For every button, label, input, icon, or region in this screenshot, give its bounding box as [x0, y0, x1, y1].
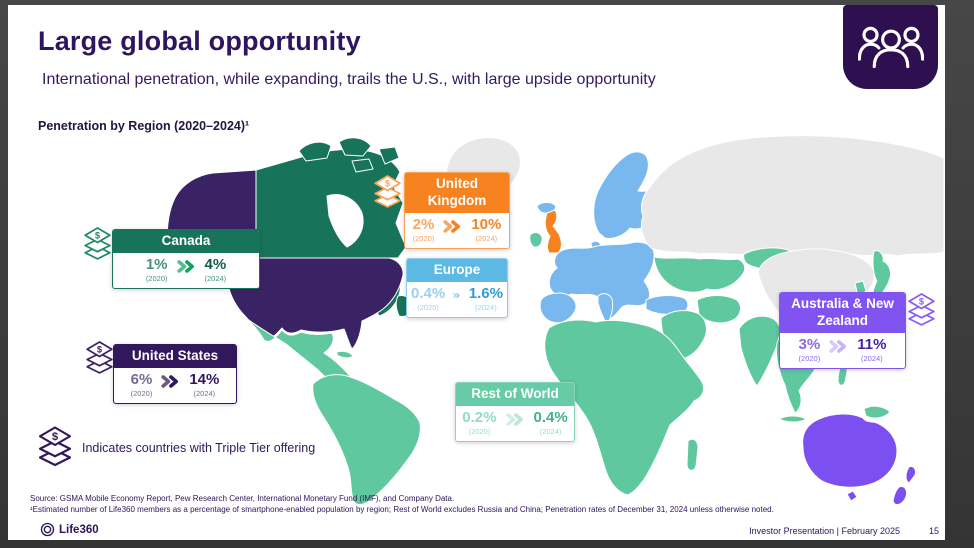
region-arctic-island [378, 146, 400, 165]
page-number: 15 [929, 526, 940, 536]
value-2020: 0.2% [462, 408, 497, 426]
triple-tier-icon: $ [84, 227, 111, 260]
callout-body: 0.4% (2020) 1.6% (2024) [407, 282, 507, 317]
year-2020-label: (2020) [468, 426, 491, 436]
legend-label: Indicates countries with Triple Tier off… [82, 441, 316, 455]
value-2020: 6% [130, 370, 153, 388]
callout-header: United States [114, 345, 236, 368]
value-2024: 4% [204, 255, 227, 273]
value-2024: 14% [189, 370, 220, 388]
triple-tier-icon: $ [374, 175, 401, 208]
value-2024: 10% [471, 215, 502, 233]
callout-body: 3% (2020) 11% (2024) [780, 333, 905, 368]
region-cuba [336, 350, 354, 359]
value-2024: 0.4% [533, 408, 568, 426]
value-2020: 1% [145, 255, 168, 273]
life360-logo-mark [40, 522, 55, 537]
year-2024-label: (2024) [860, 353, 883, 363]
value-2024: 11% [857, 335, 887, 353]
callout-header: Europe [407, 259, 507, 282]
subtitle: International penetration, while expandi… [42, 71, 656, 88]
year-2020-label: (2020) [798, 353, 821, 363]
value-2024: 1.6% [468, 284, 503, 302]
region-turkey [645, 295, 689, 315]
dollar-glyph: $ [97, 344, 103, 354]
region-iran [696, 295, 741, 324]
region-united-states [227, 257, 404, 350]
callout-rest-of-world: Rest of World 0.2% (2020) 0.4% (2024) [455, 382, 575, 442]
callout-united-states: United States 6% (2020) 14% (2024) [113, 344, 237, 404]
chevron-icon [176, 260, 194, 274]
chevron-icon [453, 293, 460, 299]
region-central-asia [653, 256, 746, 293]
callout-header: Rest of World [456, 383, 574, 406]
dollar-glyph: $ [919, 296, 925, 306]
year-2020-label: (2020) [145, 273, 168, 283]
triple-tier-icon: $ [86, 341, 113, 374]
year-2020-label: (2020) [130, 388, 153, 398]
callout-header: United Kingdom [405, 173, 509, 213]
region-arctic-island [351, 158, 374, 173]
region-united-kingdom [544, 209, 562, 254]
callout-australia-new-zealand: Australia & New Zealand 3% (2020) 11% (202… [779, 292, 906, 369]
region-africa [544, 319, 705, 496]
region-indonesia [778, 415, 807, 423]
year-2024-label: (2024) [539, 426, 562, 436]
value-2020: 3% [798, 335, 821, 353]
region-ireland [529, 232, 543, 248]
region-india [738, 315, 782, 387]
callout-united-kingdom: United Kingdom 2% (2020) 10% (2024) [404, 172, 510, 249]
callout-body: 0.2% (2020) 0.4% (2024) [456, 406, 574, 441]
region-south-america [312, 374, 421, 506]
region-tasmania [846, 490, 858, 502]
region-australia [802, 413, 898, 488]
chevron-icon [161, 375, 179, 389]
page-title: Large global opportunity [38, 26, 361, 56]
slide: Large global opportunity International p… [8, 5, 945, 540]
year-2020-label: (2020) [412, 233, 435, 243]
people-group-icon [843, 5, 938, 89]
callout-header: Australia & New Zealand [780, 293, 905, 333]
year-2020-label: (2020) [417, 302, 439, 312]
year-2024-label: (2024) [193, 388, 216, 398]
callout-body: 2% (2020) 10% (2024) [405, 213, 509, 248]
region-russia [640, 135, 945, 257]
value-2020: 0.4% [411, 284, 446, 302]
dollar-glyph: $ [52, 431, 59, 443]
region-new-zealand [905, 466, 916, 484]
callout-canada: Canada 1% (2020) 4% (2024) [112, 229, 260, 289]
value-2020: 2% [412, 215, 435, 233]
year-2024-label: (2024) [475, 302, 497, 312]
region-new-guinea [863, 405, 891, 419]
hudson-bay [326, 194, 364, 248]
region-arctic-island [298, 141, 332, 162]
region-madagascar [686, 438, 699, 471]
callout-europe: Europe 0.4% (2020) 1.6% (2024) [406, 258, 508, 318]
callout-header: Canada [113, 230, 259, 253]
year-2024-label: (2024) [204, 273, 227, 283]
region-italy [597, 293, 614, 325]
chevron-icon [829, 340, 847, 354]
triple-tier-icon: $ [908, 293, 935, 326]
brand-name: Life360 [59, 523, 99, 536]
region-new-zealand [892, 486, 908, 506]
region-arctic-island [338, 137, 372, 157]
dollar-glyph: $ [385, 178, 391, 188]
people-icon-glyph [857, 26, 924, 69]
footnote: ¹Estimated number of Life360 members as … [30, 505, 774, 514]
chevron-icon [505, 413, 523, 427]
year-2024-label: (2024) [475, 233, 498, 243]
dollar-glyph: $ [95, 230, 101, 240]
callout-body: 1% (2020) 4% (2024) [113, 253, 259, 288]
section-label: Penetration by Region (2020–2024)¹ [38, 119, 250, 133]
region-iberia [539, 292, 577, 324]
source-note: Source: GSMA Mobile Economy Report, Pew … [30, 494, 455, 503]
chevron-icon [443, 220, 461, 234]
callout-body: 6% (2020) 14% (2024) [114, 368, 236, 403]
triple-tier-legend-icon: $ [38, 426, 72, 467]
footer-meta: Investor Presentation | February 2025 [749, 526, 900, 536]
life360-logo: Life360 [40, 522, 99, 537]
region-japan [872, 250, 891, 302]
